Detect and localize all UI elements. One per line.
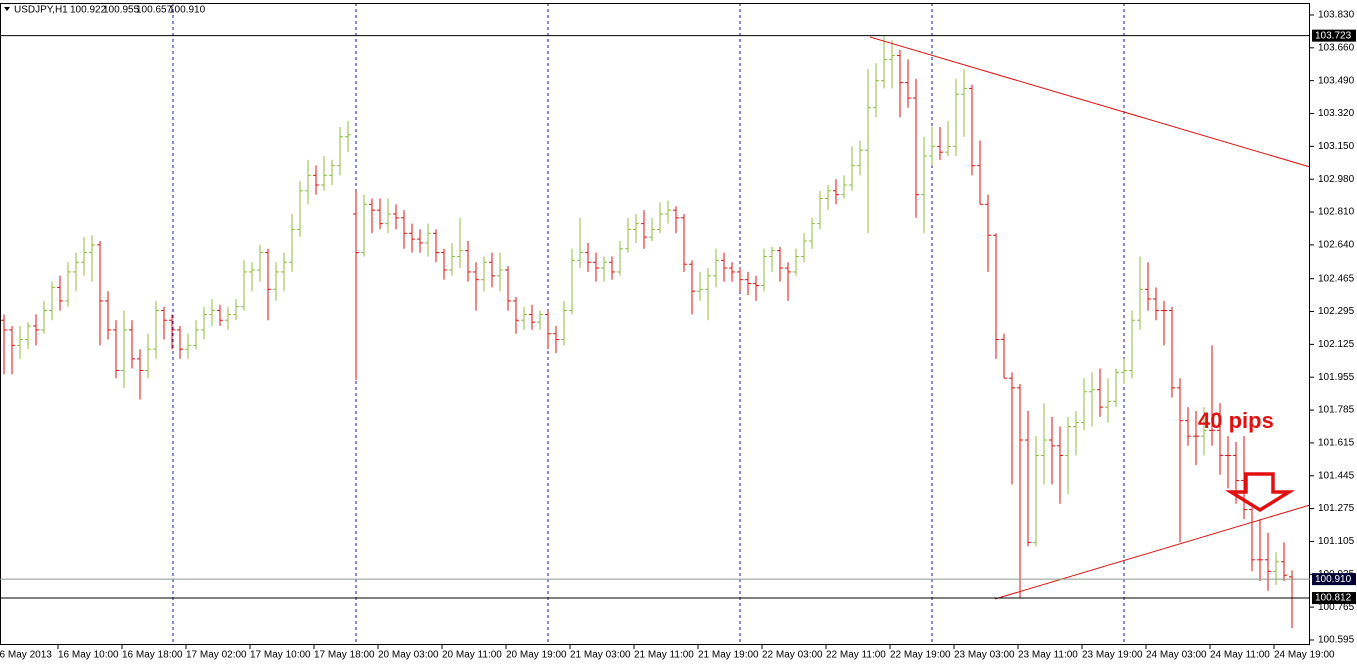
title-value: 100.910 bbox=[169, 5, 206, 16]
y-tick-label: 101.445 bbox=[1318, 470, 1355, 481]
x-tick-label: 16 May 18:00 bbox=[122, 650, 183, 661]
title-value: 100.955 bbox=[103, 5, 140, 16]
trend-line bbox=[994, 504, 1311, 600]
y-tick-label: 101.785 bbox=[1318, 405, 1355, 416]
y-tick-label: 102.465 bbox=[1318, 273, 1355, 284]
y-tick-label: 102.640 bbox=[1318, 240, 1355, 251]
price-label-box bbox=[1312, 573, 1356, 586]
x-tick-label: 17 May 10:00 bbox=[250, 650, 311, 661]
y-tick-label: 103.660 bbox=[1318, 42, 1355, 53]
y-tick-label: 103.320 bbox=[1318, 108, 1355, 119]
y-tick-label: 102.980 bbox=[1318, 174, 1355, 185]
x-tick-label: 17 May 02:00 bbox=[186, 650, 247, 661]
x-tick-label: 24 May 11:00 bbox=[1210, 650, 1270, 661]
plot-border bbox=[0, 3, 1310, 645]
x-tick-label: 20 May 11:00 bbox=[442, 650, 502, 661]
y-tick-label: 101.615 bbox=[1318, 438, 1355, 449]
x-tick-label: 23 May 03:00 bbox=[954, 650, 1015, 661]
x-tick-label: 22 May 19:00 bbox=[890, 650, 951, 661]
price-label-box bbox=[1312, 592, 1356, 605]
x-tick-label: 16 May 2013 bbox=[0, 650, 52, 661]
y-tick-label: 103.150 bbox=[1318, 141, 1355, 152]
x-tick-label: 24 May 19:00 bbox=[1274, 650, 1335, 661]
x-tick-label: 17 May 18:00 bbox=[314, 650, 375, 661]
x-tick-label: 24 May 03:00 bbox=[1146, 650, 1207, 661]
x-tick-label: 20 May 19:00 bbox=[506, 650, 567, 661]
y-tick-label: 101.955 bbox=[1318, 372, 1355, 383]
y-tick-label: 101.275 bbox=[1318, 503, 1355, 514]
title-marker bbox=[4, 7, 10, 11]
price-label: 103.723 bbox=[1315, 30, 1352, 41]
trend-line bbox=[869, 36, 1311, 168]
y-tick-label: 100.595 bbox=[1318, 635, 1355, 646]
x-tick-label: 22 May 03:00 bbox=[762, 650, 823, 661]
price-label-box bbox=[1312, 29, 1356, 42]
chart-title: USDJPY,H1 bbox=[14, 5, 68, 16]
y-tick-label: 102.125 bbox=[1318, 339, 1355, 350]
y-tick-label: 100.765 bbox=[1318, 602, 1355, 613]
y-tick-label: 102.295 bbox=[1318, 306, 1355, 317]
plot bbox=[1, 36, 1295, 628]
annotation: 40 pips bbox=[1198, 408, 1274, 433]
x-tick-label: 21 May 19:00 bbox=[698, 650, 759, 661]
arrow bbox=[1224, 472, 1296, 513]
x-tick-label: 23 May 19:00 bbox=[1082, 650, 1143, 661]
title-value: 100.922 bbox=[70, 5, 107, 16]
y-tick-label: 103.830 bbox=[1318, 10, 1355, 21]
y-tick-label: 103.490 bbox=[1318, 75, 1355, 86]
x-tick-label: 16 May 10:00 bbox=[58, 650, 119, 661]
price-label: 100.910 bbox=[1315, 574, 1352, 585]
x-tick-label: 20 May 03:00 bbox=[378, 650, 439, 661]
y-tick-label: 102.810 bbox=[1318, 207, 1355, 218]
y-tick-label: 101.105 bbox=[1318, 536, 1355, 547]
x-tick-label: 22 May 11:00 bbox=[826, 650, 886, 661]
price-label: 100.812 bbox=[1315, 593, 1352, 604]
x-tick-label: 21 May 03:00 bbox=[570, 650, 631, 661]
x-tick-label: 21 May 11:00 bbox=[634, 650, 694, 661]
x-tick-label: 23 May 11:00 bbox=[1018, 650, 1078, 661]
title-value: 100.657 bbox=[136, 5, 173, 16]
